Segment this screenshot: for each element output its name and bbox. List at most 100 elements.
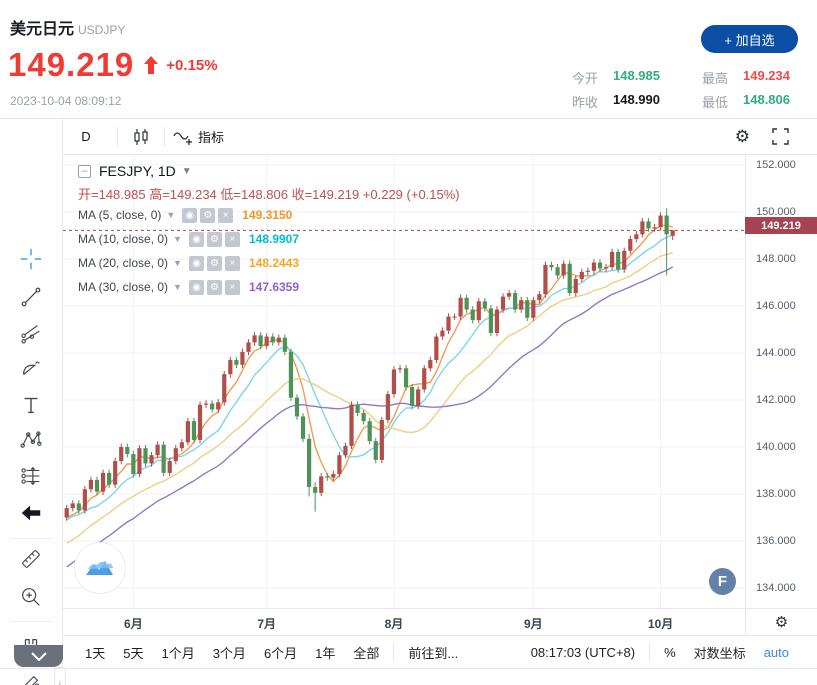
panel-top-border — [0, 118, 817, 119]
ma-visibility-button[interactable]: ◉ — [188, 231, 204, 247]
range-button-5天[interactable]: 5天 — [123, 645, 144, 661]
current-price-badge: 149.219 — [745, 217, 817, 234]
crosshair-tool[interactable] — [14, 242, 48, 276]
chart-plot-area[interactable] — [63, 155, 745, 608]
ma-settings-button[interactable]: ⚙ — [206, 231, 222, 247]
chart-legend: – FESJPY, 1D ▼ 开=148.985 高=149.234 低=148… — [78, 161, 460, 299]
ma-settings-button[interactable]: ⚙ — [206, 279, 222, 295]
ma-legend-row[interactable]: MA (10, close, 0) ▼ ◉ ⚙ × 148.9907 — [78, 227, 460, 251]
time-tick-label: 9月 — [523, 617, 543, 631]
range-button-全部[interactable]: 全部 — [353, 645, 380, 661]
range-button-1天[interactable]: 1天 — [85, 645, 106, 661]
broker-watermark — [74, 542, 126, 594]
axis-settings-gear-icon[interactable]: ⚙ — [774, 614, 789, 631]
legend-ohlc-row: 开=148.985 高=149.234 低=148.806 收=149.219 … — [78, 187, 460, 202]
time-tick-label: 6月 — [124, 617, 143, 631]
ma-visibility-button[interactable]: ◉ — [188, 255, 204, 271]
ma-remove-button[interactable]: × — [224, 231, 240, 247]
brush-tool[interactable] — [14, 352, 48, 386]
text-icon — [24, 397, 38, 414]
stat-prevclose-value: 148.990 — [613, 92, 660, 107]
price-tick-label: 134.000 — [756, 582, 796, 594]
chevron-down-icon[interactable]: ▼ — [166, 210, 176, 220]
pattern-tool[interactable] — [14, 423, 48, 457]
price-tick-label: 140.000 — [756, 441, 796, 453]
auto-scale-button[interactable]: auto — [763, 644, 789, 660]
price-tick-label: 152.000 — [756, 159, 796, 171]
xabcd-pattern-icon — [20, 431, 42, 448]
range-button-1年[interactable]: 1年 — [315, 645, 336, 661]
ma-settings-button[interactable]: ⚙ — [200, 207, 216, 223]
stat-open-label: 今开 — [572, 71, 599, 86]
multi-line-icon — [21, 325, 40, 344]
trend-line-tool[interactable] — [14, 280, 48, 314]
mountain-logo-icon — [86, 561, 113, 575]
add-watchlist-button[interactable]: + 加自选 — [701, 25, 798, 53]
drawing-toolbar: ‹ — [0, 119, 66, 685]
goto-date-button[interactable]: 前往到... — [408, 645, 459, 661]
zoom-in-tool[interactable] — [14, 580, 48, 614]
ma-line-30 — [66, 266, 674, 568]
change-percent: +0.15% — [166, 56, 218, 74]
measure-tool[interactable] — [14, 542, 48, 576]
price-tick-label: 144.000 — [756, 347, 796, 359]
indicators-button[interactable]: 指标 — [173, 127, 224, 146]
range-buttons: 1天 5天 1个月 3个月 6个月 1年 全部 — [63, 643, 379, 662]
range-button-6个月[interactable]: 6个月 — [263, 645, 298, 661]
multi-line-tool[interactable] — [14, 316, 48, 350]
chevron-down-icon[interactable]: ▼ — [173, 282, 182, 292]
price-block: 149.219 +0.15% — [8, 46, 218, 84]
ma-legend-row[interactable]: MA (20, close, 0) ▼ ◉ ⚙ × 148.2443 — [78, 251, 460, 275]
ma-remove-button[interactable]: × — [224, 255, 240, 271]
chevron-down-icon[interactable]: ▼ — [173, 258, 182, 268]
chart-style-button[interactable] — [126, 128, 156, 146]
time-axis[interactable]: 6月 7月 8月 9月 10月 — [63, 608, 745, 635]
legend-symbol-label: FESJPY, 1D — [99, 163, 176, 179]
ma-visibility-button[interactable]: ◉ — [188, 279, 204, 295]
ma-settings-button[interactable]: ⚙ — [206, 255, 222, 271]
legend-collapse-icon[interactable]: – — [78, 164, 91, 178]
axis-settings-corner: ⚙ — [745, 608, 817, 635]
ma-value: 148.9907 — [248, 232, 300, 246]
page-title: 美元日元 USDJPY — [10, 15, 125, 39]
bottom-toolbar: 1天 5天 1个月 3个月 6个月 1年 全部 前往到... 08:17:03 (UTC+8… — [63, 635, 817, 668]
ma-legend-row[interactable]: MA (5, close, 0) ▼ ◉ ⚙ × 149.3150 — [78, 203, 460, 227]
ma-legend-row[interactable]: MA (30, close, 0) ▼ ◉ ⚙ × 147.6359 — [78, 275, 460, 299]
ma-label: MA (10, close, 0) — [78, 232, 169, 246]
legend-symbol-row[interactable]: – FESJPY, 1D ▼ — [78, 161, 460, 181]
forecast-tool[interactable] — [14, 459, 48, 493]
interval-button[interactable]: D — [81, 129, 91, 144]
chevron-down-icon[interactable]: ▼ — [173, 234, 182, 244]
stat-open-value: 148.985 — [613, 68, 660, 83]
text-tool[interactable] — [14, 388, 48, 422]
sidebar-collapse-handle[interactable]: ‹ — [54, 667, 66, 685]
pencil-lock-icon — [24, 675, 40, 685]
stat-high-label: 最高 — [702, 71, 729, 86]
stat-low-value: 148.806 — [743, 92, 790, 107]
undo-back-tool[interactable] — [14, 496, 48, 530]
f-logo-letter: F — [717, 573, 728, 590]
current-price-label: 149.219 — [761, 219, 801, 232]
price-tick-label: 150.000 — [756, 206, 796, 218]
range-button-1个月[interactable]: 1个月 — [161, 645, 195, 661]
chevron-down-icon — [30, 651, 47, 661]
range-button-3个月[interactable]: 3个月 — [212, 645, 246, 661]
stat-low-label: 最低 — [702, 95, 729, 110]
chart-settings-gear-icon[interactable]: ⚙ — [734, 127, 750, 146]
fullscreen-icon[interactable] — [772, 128, 789, 145]
quote-timestamp: 2023-10-04 08:09:12 — [10, 94, 122, 108]
drawing-mode-tool[interactable] — [14, 667, 48, 685]
percent-scale-button[interactable]: % — [664, 644, 676, 660]
ma-remove-button[interactable]: × — [224, 279, 240, 295]
price-tick-label: 142.000 — [756, 394, 796, 406]
brush-curve-icon — [23, 361, 40, 375]
clock-label[interactable]: 08:17:03 (UTC+8) — [530, 644, 636, 660]
ma-visibility-button[interactable]: ◉ — [182, 207, 198, 223]
ma-legend-rows: MA (5, close, 0) ▼ ◉ ⚙ × 149.3150 MA (10, clos… — [78, 203, 460, 299]
log-scale-button[interactable]: 对数坐标 — [693, 645, 746, 661]
ma-remove-button[interactable]: × — [218, 207, 234, 223]
price-chart-svg — [63, 155, 745, 608]
collapse-panel-button[interactable] — [14, 645, 63, 667]
chevron-down-icon[interactable]: ▼ — [181, 165, 192, 177]
back-arrow-icon — [21, 505, 41, 521]
